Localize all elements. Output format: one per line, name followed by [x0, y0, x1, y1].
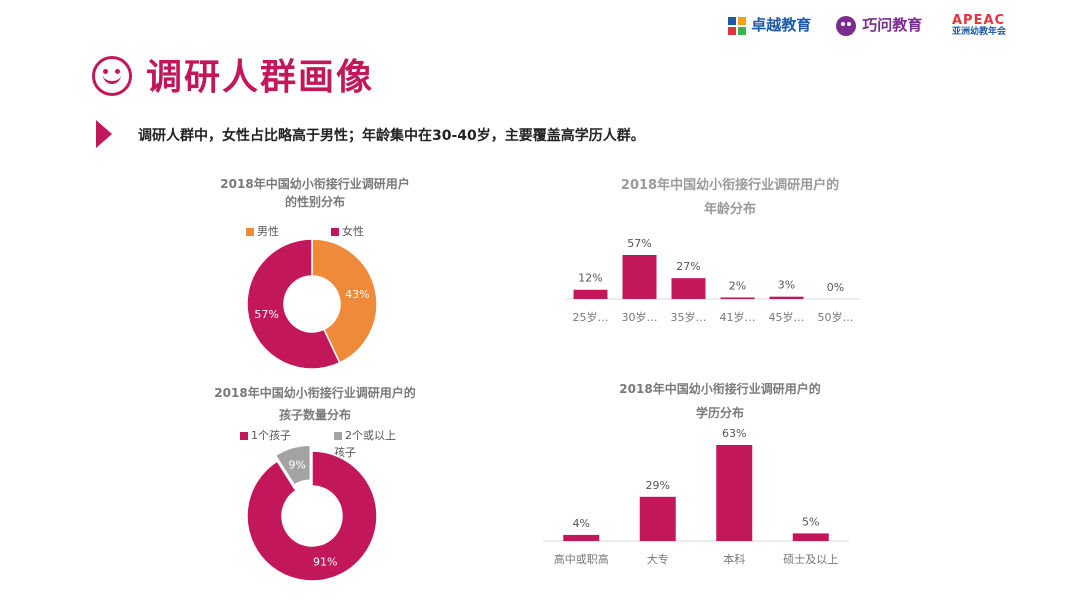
gender-slice-label-1: 57% [254, 308, 278, 321]
gender-slice-0 [311, 238, 378, 364]
children-chart-title: 2018年中国幼小衔接行业调研用户的 孩子数量分布 [170, 382, 460, 426]
age-title-line1: 2018年中国幼小衔接行业调研用户的 [620, 178, 840, 193]
age-tick-label-1: 30岁… [622, 310, 658, 324]
qiaowen-logo: 巧问教育 [835, 14, 922, 37]
apeac-logo-bottom: 亚洲幼教年会 [952, 27, 1007, 37]
age-tick-label-4: 45岁… [769, 310, 805, 324]
legend-swatch [246, 228, 254, 236]
legend-label: 1个孩子 [251, 429, 291, 442]
page-title: 调研人群画像 [146, 57, 375, 98]
education-bar-0 [563, 534, 600, 541]
children-slice-label-1: 9% [288, 459, 305, 472]
education-data-label-1: 29% [646, 479, 670, 492]
apeac-logo-top: APEAC [952, 13, 1006, 28]
gender-title-line1: 2018年中国幼小衔接行业调研用户 [220, 177, 410, 191]
legend-label: 女性 [342, 225, 364, 238]
summary-text: 调研人群中，女性占比略高于男性；年龄集中在30-40岁，主要覆盖高学历人群。 [138, 128, 645, 144]
zhuoyue-logo-text: 卓越教育 [751, 16, 812, 34]
children-slice-label-0: 91% [313, 556, 337, 569]
age-data-label-5: 0% [827, 281, 844, 294]
age-title-line2: 年龄分布 [703, 202, 756, 217]
zhuoyue-icon [728, 16, 746, 35]
qiaowen-logo-text: 巧问教育 [862, 16, 923, 34]
education-tick-label-2: 本科 [723, 552, 745, 566]
age-tick-label-2: 35岁… [671, 310, 707, 324]
age-data-label-0: 12% [578, 272, 602, 285]
gender-slice-label-0: 43% [345, 288, 369, 301]
legend-swatch [240, 432, 248, 440]
children-legend-two: 2个或以上孩子 [334, 427, 400, 461]
age-tick-label-3: 41岁… [720, 310, 756, 324]
children-title-line2: 孩子数量分布 [278, 408, 351, 422]
education-title-line2: 学历分布 [695, 406, 744, 420]
education-chart-title: 2018年中国幼小衔接行业调研用户的 学历分布 [570, 377, 870, 425]
age-bar-3 [720, 297, 755, 299]
age-data-label-3: 2% [729, 279, 746, 292]
age-tick-label-5: 50岁… [818, 310, 854, 324]
gender-legend-male: 男性 [246, 223, 279, 239]
children-slice-0 [246, 450, 378, 582]
education-title-line1: 2018年中国幼小衔接行业调研用户的 [619, 382, 821, 396]
education-bar-2 [716, 445, 753, 541]
children-slice-1 [274, 444, 312, 486]
qiaowen-icon [836, 15, 856, 36]
age-bar-2 [671, 278, 706, 299]
age-data-label-1: 57% [627, 237, 651, 250]
education-bar-3 [792, 533, 829, 541]
zhuoyue-logo: 卓越教育 [728, 14, 811, 35]
children-legend-one: 1个孩子 [240, 427, 291, 443]
apeac-logo: APEAC 亚洲幼教年会 [952, 14, 1042, 38]
education-bar-1 [639, 496, 676, 541]
education-data-label-2: 63% [722, 427, 746, 440]
age-chart-title: 2018年中国幼小衔接行业调研用户的 年龄分布 [580, 174, 880, 222]
education-tick-label-3: 硕士及以上 [783, 553, 838, 566]
age-bar-1 [622, 255, 657, 299]
age-bar-4 [769, 296, 804, 299]
children-title-line1: 2018年中国幼小衔接行业调研用户的 [214, 386, 416, 400]
gender-title-line2: 的性别分布 [284, 195, 345, 209]
legend-label: 2个或以上孩子 [334, 429, 396, 459]
education-data-label-0: 4% [573, 517, 590, 530]
age-tick-label-0: 25岁… [573, 310, 609, 324]
education-tick-label-0: 高中或职高 [554, 552, 609, 566]
education-data-label-3: 5% [802, 515, 819, 528]
legend-swatch [334, 432, 342, 440]
education-tick-label-1: 大专 [647, 552, 669, 566]
age-data-label-4: 3% [778, 279, 795, 292]
gender-legend-female: 女性 [331, 223, 364, 239]
legend-swatch [331, 228, 339, 236]
legend-label: 男性 [257, 225, 279, 238]
age-data-label-2: 27% [676, 260, 700, 273]
bullet-triangle-icon [96, 120, 112, 148]
smiley-icon [92, 56, 132, 96]
gender-chart-title: 2018年中国幼小衔接行业调研用户 的性别分布 [170, 175, 460, 211]
age-bar-0 [573, 289, 608, 299]
gender-slice-1 [246, 238, 341, 370]
